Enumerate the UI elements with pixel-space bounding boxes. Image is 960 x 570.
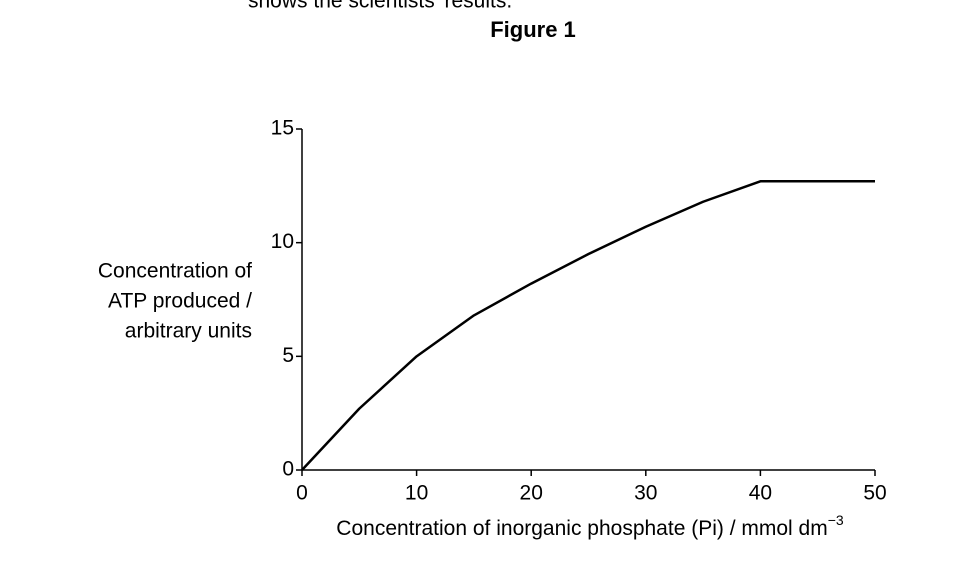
y-tick-label: 10 [271,230,294,253]
y-tick-label: 5 [282,344,294,367]
x-axis-label-text: Concentration of inorganic phosphate (Pi… [336,517,827,540]
y-tick-label: 0 [282,458,294,481]
x-tick-label: 30 [634,482,657,505]
y-tick-label: 15 [271,117,294,140]
y-axis-label: arbitrary units [125,320,252,343]
y-axis-label: Concentration of [98,260,252,283]
x-tick-label: 20 [520,482,543,505]
x-tick-label: 50 [863,482,886,505]
x-tick-label: 0 [296,482,308,505]
x-axis-label-superscript: −3 [828,512,844,528]
data-line [301,180,875,471]
x-tick-label: 40 [749,482,772,505]
y-axis-label: ATP produced / [108,290,252,313]
intro-text: shows the scientists’ results. [248,0,512,13]
x-tick-label: 10 [405,482,428,505]
chart-title: Figure 1 [490,17,576,42]
x-axis-label: Concentration of inorganic phosphate (Pi… [336,512,844,540]
